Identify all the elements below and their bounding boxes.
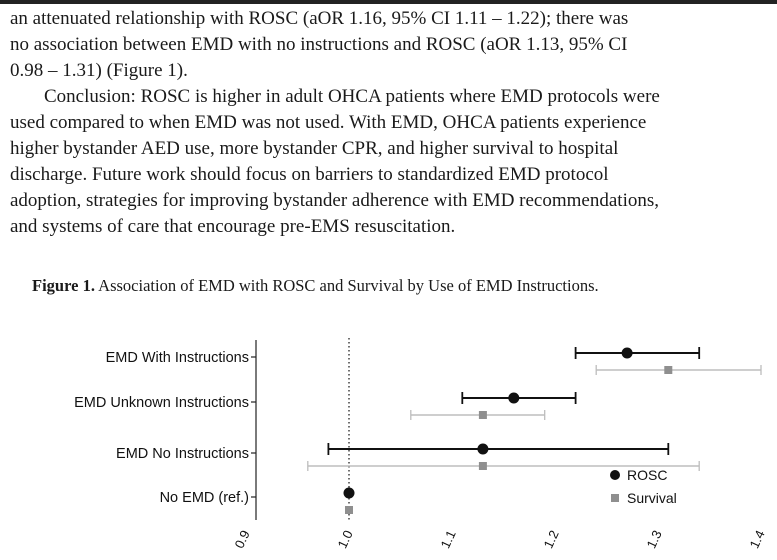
figure-caption: Figure 1. Association of EMD with ROSC a…: [32, 276, 599, 296]
category-label: EMD Unknown Instructions: [74, 395, 249, 411]
legend-survival-marker: [611, 494, 619, 502]
legend-rosc-label: ROSC: [627, 467, 667, 483]
survival-point: [478, 411, 487, 419]
abstract-line: and systems of care that encourage pre-E…: [10, 216, 456, 237]
conclusion-line: Conclusion: ROSC is higher in adult OHCA…: [44, 86, 660, 107]
rosc-point: [508, 392, 520, 404]
category-label: EMD No Instructions: [116, 446, 249, 462]
legend-survival-label: Survival: [627, 490, 677, 506]
survival-point: [478, 462, 487, 470]
survival-point: [345, 506, 353, 514]
x-tick-label: 1.4: [746, 528, 767, 551]
x-tick-label: 1.1: [437, 528, 458, 551]
category-label: No EMD (ref.): [160, 490, 249, 506]
abstract-line: an attenuated relationship with ROSC (aO…: [10, 8, 629, 29]
forest-plot: EMD With Instructions EMD Unknown Instruc…: [74, 338, 768, 551]
figure-caption-text: Association of EMD with ROSC and Surviva…: [98, 276, 599, 295]
rosc-point: [477, 443, 489, 455]
abstract-line: 0.98 – 1.31) (Figure 1).: [10, 60, 188, 81]
rosc-point: [343, 487, 355, 499]
survival-point: [664, 366, 673, 374]
category-label: EMD With Instructions: [106, 350, 249, 366]
x-tick-label: 1.3: [643, 528, 664, 551]
x-tick-label: 0.9: [231, 528, 252, 551]
abstract-line: adoption, strategies for improving bysta…: [10, 190, 659, 211]
abstract-line: higher bystander AED use, more bystander…: [10, 138, 619, 159]
x-tick-label: 1.2: [540, 528, 561, 551]
abstract-line: discharge. Future work should focus on b…: [10, 164, 609, 185]
rosc-point: [621, 347, 633, 359]
x-tick-label: 1.0: [334, 528, 355, 551]
figure-label: Figure 1.: [32, 276, 95, 295]
abstract-line: no association between EMD with no instr…: [10, 34, 628, 55]
legend-rosc-marker: [610, 470, 620, 480]
top-edge-bar: [0, 0, 777, 4]
abstract-text: an attenuated relationship with ROSC (aO…: [10, 6, 700, 240]
abstract-line: used compared to when EMD was not used. …: [10, 112, 647, 133]
